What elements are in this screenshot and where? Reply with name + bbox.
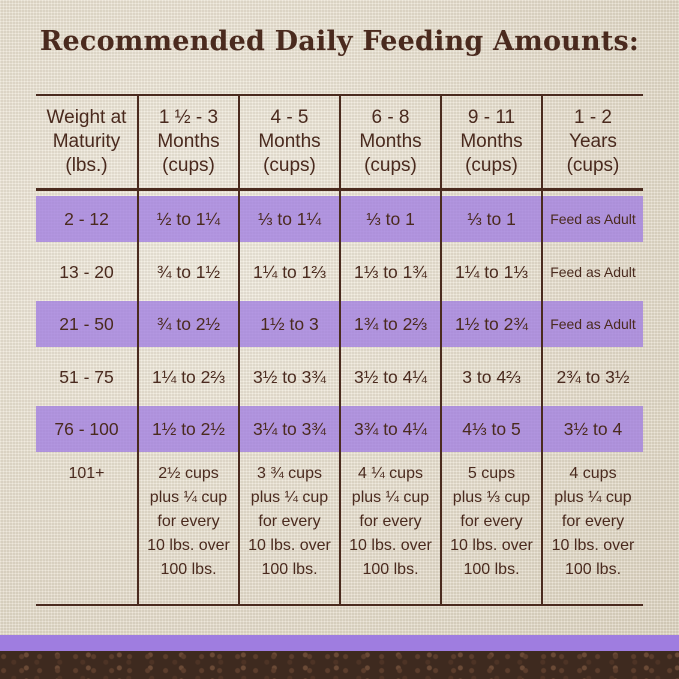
- header-6-8-months: 6 - 8 Months (cups): [359, 107, 422, 176]
- amount-cell: Feed as Adult: [550, 264, 636, 280]
- weight-cell: 21 - 50: [59, 313, 114, 334]
- column-divider: [339, 94, 341, 606]
- amount-cell: 5 cups plus ⅓ cup for every 10 lbs. over…: [450, 465, 533, 578]
- amount-cell: 4 ¼ cups plus ¼ cup for every 10 lbs. ov…: [349, 465, 432, 578]
- header-9-11-months: 9 - 11 Months (cups): [460, 107, 523, 176]
- amount-cell: ½ to 1¼: [156, 208, 221, 229]
- amount-cell: Feed as Adult: [550, 211, 636, 227]
- amount-cell: 2½ cups plus ¼ cup for every 10 lbs. ove…: [147, 465, 230, 578]
- header-1-2-years: 1 - 2 Years (cups): [566, 107, 620, 176]
- amount-cell: Feed as Adult: [550, 316, 636, 332]
- amount-cell: 1¼ to 2⅔: [152, 366, 225, 387]
- amount-cell: 3½ to 3¾: [253, 366, 326, 387]
- amount-cell: ⅓ to 1: [467, 208, 516, 229]
- amount-cell: 1½ to 3: [260, 313, 319, 334]
- amount-cell: 1¼ to 1⅓: [455, 261, 528, 282]
- amount-cell: ¾ to 2½: [156, 313, 221, 334]
- amount-cell: ⅓ to 1: [366, 208, 415, 229]
- footer-soil-strip: [0, 651, 679, 679]
- footer-purple-stripe: [0, 635, 679, 651]
- amount-cell: 4 cups plus ¼ cup for every 10 lbs. over…: [551, 465, 635, 578]
- amount-cell: 1⅓ to 1¾: [354, 261, 427, 282]
- amount-cell: 3¼ to 3¾: [253, 418, 326, 439]
- amount-cell: 2¾ to 3½: [556, 366, 630, 387]
- amount-cell: 1½ to 2½: [152, 418, 225, 439]
- column-divider: [238, 94, 240, 606]
- amount-cell: 1½ to 2¾: [455, 313, 528, 334]
- header-4-5-months: 4 - 5 Months (cups): [258, 107, 321, 176]
- column-divider: [541, 94, 543, 606]
- amount-cell: 3¾ to 4¼: [354, 418, 427, 439]
- weight-cell: 101+: [68, 465, 105, 482]
- amount-cell: 3 ¾ cups plus ¼ cup for every 10 lbs. ov…: [248, 465, 331, 578]
- feeding-table: Weight at Maturity (lbs.) 1 ½ - 3 Months…: [36, 94, 643, 606]
- amount-cell: ¾ to 1½: [156, 261, 221, 282]
- amount-cell: ⅓ to 1¼: [257, 208, 322, 229]
- column-divider: [137, 94, 139, 606]
- amount-cell: 4⅓ to 5: [462, 418, 521, 439]
- weight-cell: 51 - 75: [59, 366, 114, 387]
- weight-cell: 76 - 100: [54, 418, 119, 439]
- amount-cell: 1¼ to 1⅔: [253, 261, 326, 282]
- amount-cell: 3½ to 4¼: [354, 366, 427, 387]
- amount-cell: 1¾ to 2⅔: [354, 313, 427, 334]
- amount-cell: 3 to 4⅔: [462, 366, 521, 387]
- page-title: Recommended Daily Feeding Amounts:: [39, 26, 640, 57]
- weight-cell: 13 - 20: [59, 261, 114, 282]
- column-divider: [440, 94, 442, 606]
- amount-cell: 3½ to 4: [563, 418, 623, 439]
- header-weight: Weight at Maturity (lbs.): [46, 107, 127, 176]
- weight-cell: 2 - 12: [64, 208, 109, 229]
- header-1-5-3-months: 1 ½ - 3 Months (cups): [157, 107, 220, 176]
